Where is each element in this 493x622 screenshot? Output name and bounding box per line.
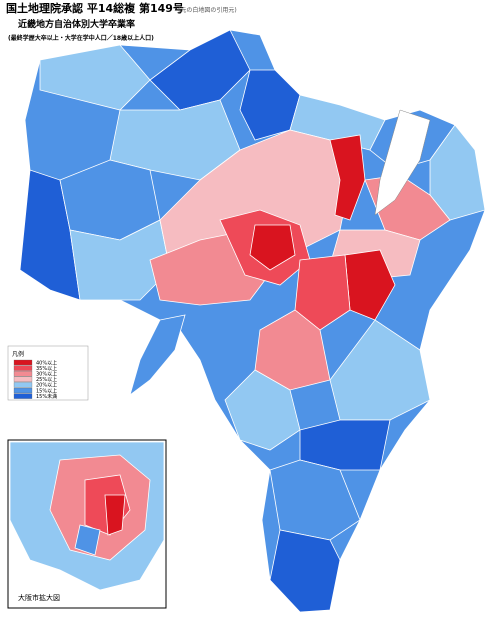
island xyxy=(129,314,186,397)
title-note: (元の白地図の引用元) xyxy=(178,6,237,14)
region xyxy=(269,529,341,613)
legend-swatch xyxy=(13,365,33,371)
legend-label: 40%以上 xyxy=(36,359,57,366)
legend-swatch xyxy=(13,359,33,366)
region xyxy=(329,134,366,221)
region xyxy=(249,224,296,271)
region xyxy=(69,219,171,301)
legend-swatch xyxy=(13,371,33,377)
legend-label: 20%以上 xyxy=(36,382,57,389)
region xyxy=(294,254,351,331)
inset-region xyxy=(74,524,101,556)
inset-title: 大阪市拡大図 xyxy=(18,593,60,602)
subtitle: 近畿地方自治体別大学卒業率 xyxy=(18,18,135,30)
region xyxy=(224,369,301,451)
legend-swatch xyxy=(13,387,33,394)
region xyxy=(299,419,391,471)
legend-label: 15%以上 xyxy=(36,387,57,394)
title: 国土地理院承認 平14総複 第149号 xyxy=(6,1,184,15)
legend-label: 25%以上 xyxy=(36,376,57,383)
subtitle-note: (最終学歴大卒以上・大学在学中人口／18歳以上人口) xyxy=(8,34,154,42)
legend-swatch xyxy=(13,376,33,382)
legend-label: 15%未満 xyxy=(36,393,57,400)
lake xyxy=(374,109,431,216)
inset-region xyxy=(104,494,126,536)
legend-label: 30%以上 xyxy=(36,371,57,378)
legend-label: 35%以上 xyxy=(36,365,57,372)
inset: 大阪市拡大図 xyxy=(7,439,167,609)
legend-swatch xyxy=(13,382,33,388)
legend-swatch xyxy=(13,393,33,399)
legend-title: 凡例 xyxy=(12,350,24,358)
map xyxy=(19,29,486,613)
